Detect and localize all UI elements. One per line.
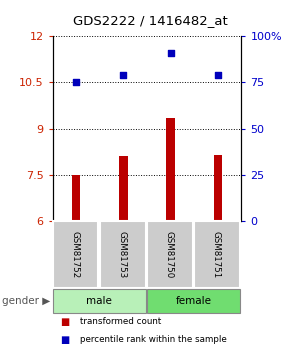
Point xyxy=(121,72,126,78)
Point xyxy=(74,80,79,85)
Point xyxy=(168,50,173,56)
Bar xyxy=(119,156,128,221)
Text: ■: ■ xyxy=(60,335,69,345)
Text: percentile rank within the sample: percentile rank within the sample xyxy=(80,335,226,344)
Bar xyxy=(167,118,175,221)
Point xyxy=(215,72,220,78)
Text: GSM81751: GSM81751 xyxy=(212,231,221,278)
Text: GDS2222 / 1416482_at: GDS2222 / 1416482_at xyxy=(73,14,227,27)
Bar xyxy=(72,175,80,221)
Text: GSM81750: GSM81750 xyxy=(165,231,174,278)
Text: male: male xyxy=(86,296,112,306)
Text: ■: ■ xyxy=(60,317,69,327)
Bar xyxy=(214,155,222,221)
Text: female: female xyxy=(176,296,212,306)
Text: GSM81752: GSM81752 xyxy=(70,231,79,278)
Text: transformed count: transformed count xyxy=(80,317,161,326)
Text: gender ▶: gender ▶ xyxy=(2,296,50,306)
Text: GSM81753: GSM81753 xyxy=(117,231,126,278)
